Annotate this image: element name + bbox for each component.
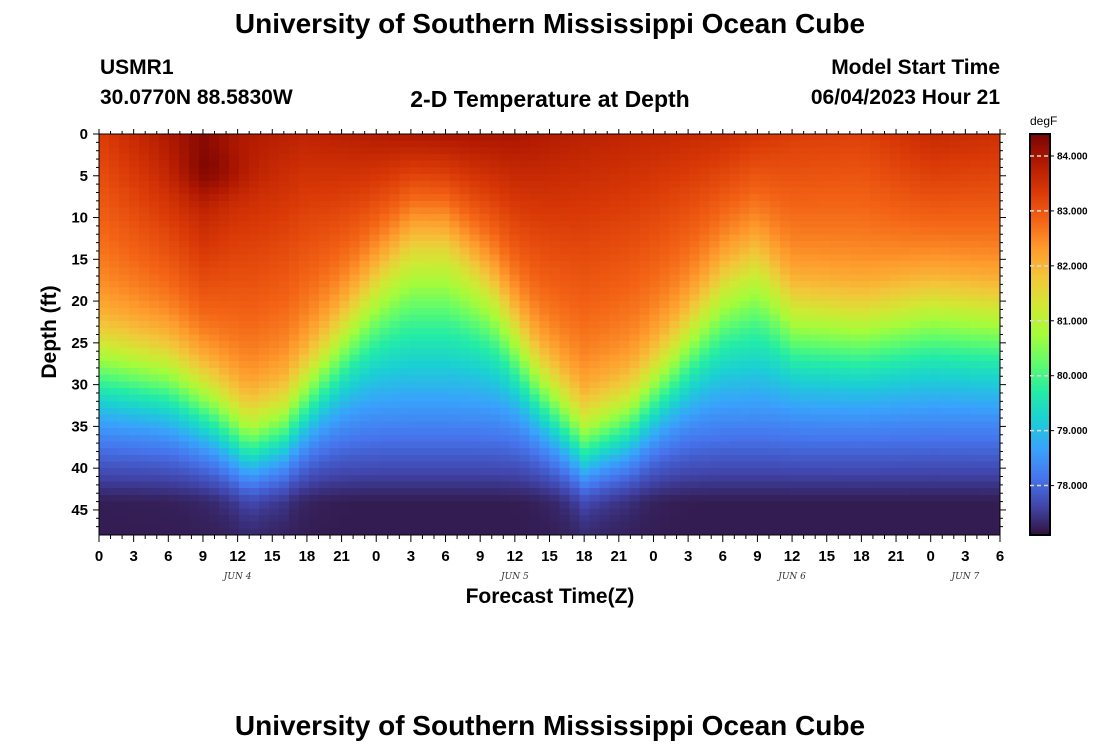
y-tick-label: 45	[71, 502, 88, 519]
y-tick-label: 15	[71, 251, 88, 268]
x-tick-label: 3	[961, 548, 969, 565]
y-tick-label: 20	[71, 293, 88, 310]
colorbar-tick-label: 81.000	[1057, 316, 1088, 327]
date-label: JUN 4	[222, 572, 252, 582]
y-tick-label: 0	[80, 126, 88, 143]
colorbar-tick-label: 84.000	[1057, 151, 1088, 162]
x-tick-label: 3	[129, 548, 137, 565]
x-tick-label: 21	[888, 548, 905, 565]
x-tick-label: 21	[333, 548, 350, 565]
x-tick-label: 9	[199, 548, 207, 565]
x-tick-label: 3	[407, 548, 415, 565]
model-start-value: 06/04/2023 Hour 21	[810, 86, 1000, 109]
x-axis-title: Forecast Time(Z)	[465, 585, 635, 608]
x-tick-label: 18	[853, 548, 870, 565]
x-tick-label: 0	[649, 548, 657, 565]
y-tick-label: 35	[71, 418, 88, 435]
x-tick-label: 12	[784, 548, 801, 565]
x-tick-label: 9	[753, 548, 761, 565]
x-tick-label: 18	[576, 548, 593, 565]
x-tick-label: 21	[610, 548, 627, 565]
x-tick-label: 6	[164, 548, 172, 565]
x-tick-label: 15	[264, 548, 281, 565]
x-tick-label: 9	[476, 548, 484, 565]
y-tick-label: 10	[71, 210, 88, 227]
x-axis: 0 3 6 9 12 15 18 21 0 3 6 9 12 15 18 21 0 3 6 9 12 15 18 21 0 3 6	[95, 129, 1004, 565]
date-label: JUN 5	[499, 572, 529, 582]
date-label: JUN 7	[950, 572, 980, 582]
x-tick-label: 6	[441, 548, 449, 565]
colorbar	[1029, 133, 1051, 536]
x-tick-label: 6	[996, 548, 1004, 565]
footer-title: University of Southern Mississippi Ocean…	[234, 710, 866, 741]
colorbar-tick-label: 82.000	[1057, 261, 1088, 272]
x-tick-label: 0	[372, 548, 380, 565]
x-tick-label: 3	[684, 548, 692, 565]
y-tick-label: 30	[71, 377, 88, 394]
y-tick-label: 40	[71, 460, 88, 477]
y-axis: 0 5 10 15 20 25 30 35 40 45	[71, 126, 1006, 528]
x-tick-label: 15	[541, 548, 558, 565]
chart-title: 2-D Temperature at Depth	[410, 86, 690, 112]
model-start-label: Model Start Time	[831, 56, 1000, 79]
x-tick-label: 0	[95, 548, 103, 565]
x-tick-label: 15	[818, 548, 835, 565]
figure-title: University of Southern Mississippi Ocean…	[234, 8, 866, 39]
x-tick-label: 18	[299, 548, 316, 565]
x-tick-label: 0	[927, 548, 935, 565]
colorbar-tick-label: 83.000	[1057, 206, 1088, 217]
x-tick-label: 6	[719, 548, 727, 565]
x-tick-label: 12	[507, 548, 524, 565]
station-coordinates: 30.0770N 88.5830W	[100, 86, 293, 109]
colorbar-tick-label: 78.000	[1057, 481, 1088, 492]
date-label: JUN 6	[776, 572, 806, 582]
y-tick-label: 25	[71, 335, 88, 352]
y-tick-label: 5	[80, 168, 88, 185]
station-id: USMR1	[100, 56, 174, 79]
colorbar-ticks: 78.000 79.000 80.000 81.000 82.000 83.000 84.0…	[1030, 151, 1088, 492]
date-labels: JUN 4 JUN 5 JUN 6 JUN 7	[222, 572, 980, 582]
x-tick-label: 12	[229, 548, 246, 565]
colorbar-unit: degF	[1030, 114, 1057, 128]
colorbar-tick-label: 79.000	[1057, 426, 1088, 437]
heatmap-field	[99, 134, 1000, 535]
colorbar-tick-label: 80.000	[1057, 371, 1088, 382]
